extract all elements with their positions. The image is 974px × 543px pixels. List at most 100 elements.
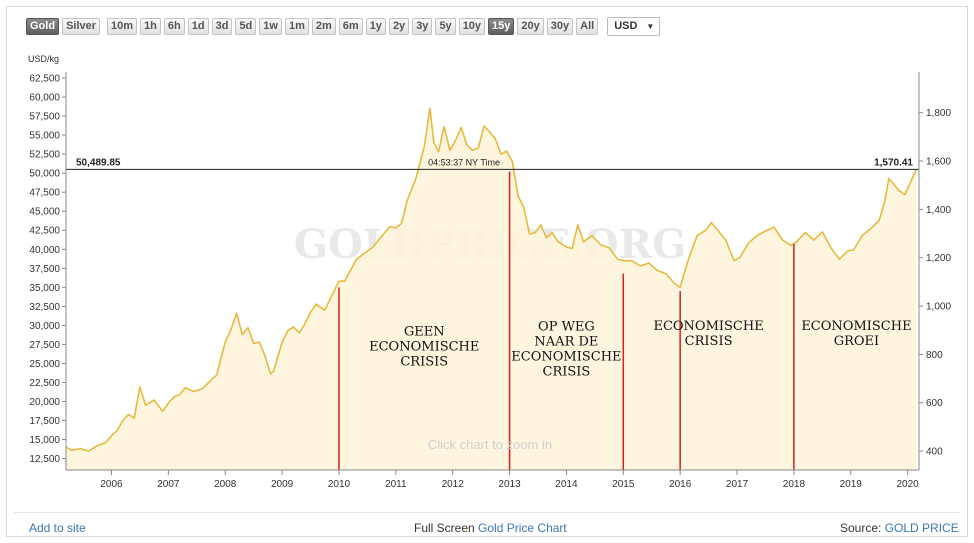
- range-button-10y[interactable]: 10y: [458, 17, 486, 35]
- range-button-30y[interactable]: 30y: [546, 17, 574, 35]
- left-tick-label: 40,000: [29, 245, 60, 256]
- x-tick-label: 2006: [100, 479, 123, 490]
- x-tick-label: 2018: [783, 479, 806, 490]
- range-button-3y[interactable]: 3y: [412, 17, 433, 35]
- range-button-1w[interactable]: 1w: [259, 17, 282, 35]
- x-tick-label: 2012: [442, 479, 465, 490]
- range-buttons: 10m 1h 6h 1d 3d 5d 1w 1m 2m 6m 1y 2y 3y 5y 10y 15y 20y 30…: [107, 17, 601, 35]
- right-tick-label: 400: [926, 447, 943, 458]
- range-button-5d[interactable]: 5d: [235, 17, 257, 35]
- x-tick-label: 2010: [328, 479, 351, 490]
- crosshair-right-value: 1,570.41: [874, 157, 913, 168]
- chevron-down-icon: ▼: [646, 21, 655, 31]
- range-button-5y[interactable]: 5y: [435, 17, 456, 35]
- gold-price-chart-link[interactable]: Gold Price Chart: [478, 521, 567, 535]
- left-tick-label: 30,000: [29, 321, 60, 332]
- source-section: Source: GOLD PRICE: [840, 521, 959, 535]
- annotation-line: GROEI: [834, 334, 879, 349]
- annotation-line: CRISIS: [400, 354, 448, 369]
- left-tick-label: 25,000: [29, 359, 60, 370]
- left-tick-label: 35,000: [29, 283, 60, 294]
- zoom-hint: Click chart to zoom in: [428, 437, 552, 452]
- range-button-1d[interactable]: 1d: [187, 17, 209, 35]
- annotation-line: CRISIS: [685, 334, 733, 349]
- annotation-line: GEEN: [404, 324, 445, 339]
- x-tick-label: 2020: [897, 479, 920, 490]
- right-tick-label: 1,200: [926, 253, 951, 264]
- left-tick-label: 12,500: [29, 454, 60, 465]
- left-tick-label: 15,000: [29, 435, 60, 446]
- right-tick-label: 1,600: [926, 157, 951, 168]
- x-tick-label: 2019: [840, 479, 863, 490]
- right-tick-label: 800: [926, 350, 943, 361]
- left-tick-label: 32,500: [29, 302, 60, 313]
- left-tick-label: 47,500: [29, 188, 60, 199]
- annotation-line: CRISIS: [543, 365, 591, 380]
- add-to-site: Add to site: [29, 521, 86, 535]
- currency-value: USD: [614, 19, 638, 32]
- annotation-line: ECONOMISCHE: [511, 350, 621, 365]
- x-tick-label: 2013: [498, 479, 521, 490]
- range-button-15y[interactable]: 15y: [488, 17, 515, 35]
- full-screen-section: Full Screen Gold Price Chart: [414, 521, 567, 535]
- annotation-line: ECONOMISCHE: [801, 319, 911, 334]
- price-line: [65, 107, 917, 452]
- range-button-1m[interactable]: 1m: [284, 17, 309, 35]
- chart-frame: [6, 6, 968, 537]
- left-tick-label: 17,500: [29, 416, 60, 427]
- x-tick-label: 2011: [385, 479, 407, 490]
- range-button-3d[interactable]: 3d: [211, 17, 233, 35]
- y-axis-unit: USD/kg: [28, 54, 60, 64]
- range-button-1h[interactable]: 1h: [140, 17, 161, 35]
- period-annotation-3: ECONOMISCHE CRISIS: [653, 319, 763, 349]
- x-tick-label: 2016: [669, 479, 692, 490]
- period-annotation-4: ECONOMISCHE GROEI: [801, 319, 911, 349]
- x-tick-label: 2008: [214, 479, 237, 490]
- add-to-site-link[interactable]: Add to site: [29, 521, 86, 535]
- left-tick-label: 52,500: [29, 150, 60, 161]
- left-tick-label: 27,500: [29, 340, 60, 351]
- left-tick-label: 57,500: [29, 112, 60, 123]
- x-tick-label: 2007: [157, 479, 180, 490]
- annotation-line: ECONOMISCHE: [369, 339, 479, 354]
- right-tick-label: 1,400: [926, 205, 951, 216]
- left-tick-label: 22,500: [29, 378, 60, 389]
- price-area: [66, 108, 917, 471]
- range-button-1y[interactable]: 1y: [365, 17, 386, 35]
- left-tick-label: 55,000: [29, 131, 60, 142]
- left-tick-label: 20,000: [29, 397, 60, 408]
- range-button-10m[interactable]: 10m: [107, 17, 138, 35]
- annotation-line: ECONOMISCHE: [653, 319, 763, 334]
- chart-toolbar: Gold Silver 10m 1h 6h 1d 3d 5d 1w 1m 2m 6m 1y 2y 3y 5…: [26, 15, 661, 37]
- currency-select[interactable]: USD ▼: [607, 16, 661, 36]
- left-tick-label: 45,000: [29, 207, 60, 218]
- range-button-all[interactable]: All: [576, 17, 599, 35]
- x-tick-label: 2015: [612, 479, 635, 490]
- range-button-2m[interactable]: 2m: [311, 17, 336, 35]
- source-link[interactable]: GOLD PRICE: [884, 521, 959, 535]
- gold-button[interactable]: Gold: [26, 17, 60, 35]
- x-tick-label: 2017: [726, 479, 749, 490]
- period-annotation-1: GEEN ECONOMISCHE CRISIS: [369, 324, 479, 369]
- left-tick-label: 62,500: [29, 74, 60, 85]
- range-button-6m[interactable]: 6m: [338, 17, 363, 35]
- crosshair-time: 04:53:37 NY Time: [428, 157, 500, 167]
- crosshair-left-value: 50,489.85: [76, 157, 121, 168]
- silver-button[interactable]: Silver: [62, 17, 101, 35]
- footer-divider: [14, 512, 960, 513]
- left-tick-label: 42,500: [29, 226, 60, 237]
- period-annotation-2: OP WEG NAAR DE ECONOMISCHE CRISIS: [511, 320, 621, 380]
- full-screen-label: Full Screen: [414, 521, 475, 535]
- annotation-line: NAAR DE: [534, 335, 598, 350]
- right-tick-label: 600: [926, 398, 943, 409]
- left-tick-label: 37,500: [29, 264, 60, 275]
- range-button-2y[interactable]: 2y: [388, 17, 410, 35]
- left-tick-label: 50,000: [29, 169, 60, 180]
- x-tick-label: 2014: [555, 479, 578, 490]
- range-button-6h[interactable]: 6h: [163, 17, 185, 35]
- range-button-20y[interactable]: 20y: [517, 17, 544, 35]
- annotation-line: OP WEG: [538, 320, 595, 335]
- x-tick-label: 2009: [271, 479, 294, 490]
- left-tick-label: 60,000: [29, 93, 60, 104]
